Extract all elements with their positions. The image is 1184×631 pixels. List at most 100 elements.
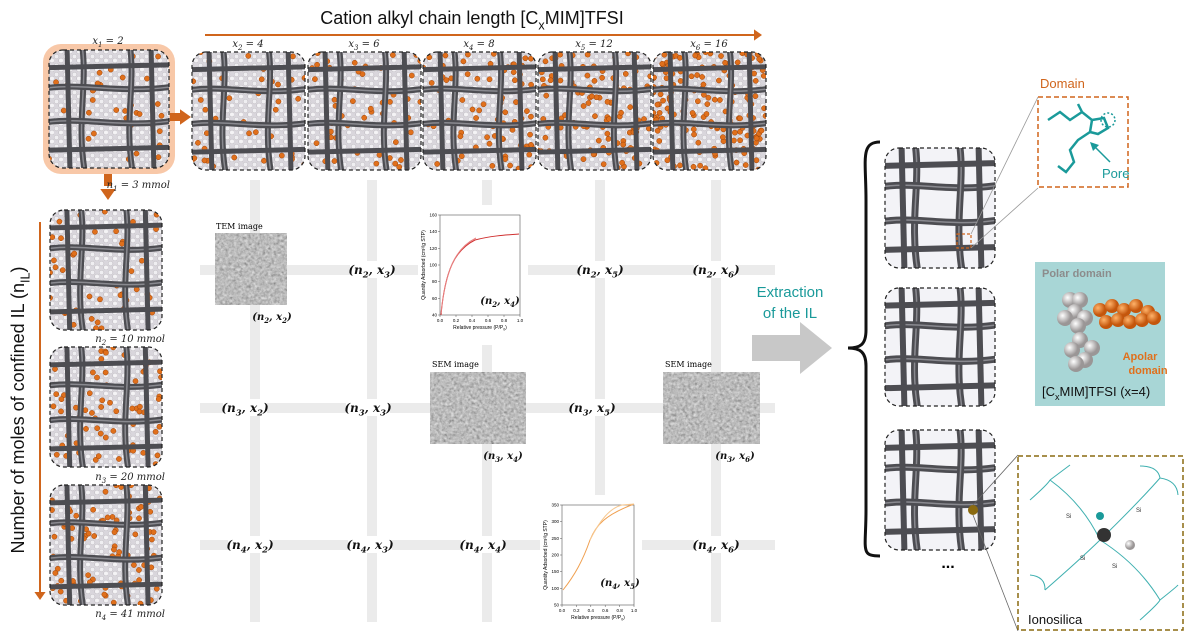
apolar-atom bbox=[1147, 311, 1161, 325]
silica-wall bbox=[648, 67, 771, 70]
text-part: ) bbox=[8, 267, 28, 273]
ion-bead bbox=[154, 586, 159, 591]
ion-bead bbox=[691, 127, 696, 132]
text-part: ) bbox=[749, 451, 755, 462]
text-part: ) bbox=[617, 263, 624, 277]
ion-bead bbox=[89, 410, 94, 415]
image-label: SEM image bbox=[432, 360, 479, 369]
tile-content bbox=[648, 47, 771, 175]
diagram: Cation alkyl chain length [CxMIM]TFSINum… bbox=[0, 0, 1184, 631]
ion-bead bbox=[279, 153, 284, 158]
ion-bead bbox=[114, 107, 119, 112]
ion-bead bbox=[195, 140, 200, 145]
ion-bead bbox=[548, 78, 553, 83]
tick-label: 350 bbox=[551, 503, 559, 508]
tick-label: 50 bbox=[554, 603, 560, 608]
ion-bead bbox=[202, 158, 207, 163]
ion-bead bbox=[512, 78, 517, 83]
silica-wall bbox=[325, 47, 328, 175]
ion-bead bbox=[460, 97, 465, 102]
ion-bead bbox=[751, 71, 756, 76]
ion-bead bbox=[105, 515, 110, 520]
tem-image bbox=[215, 233, 287, 305]
text-part: = 41 mmol bbox=[106, 609, 165, 620]
ion-bead bbox=[116, 456, 121, 461]
ion-bead bbox=[130, 406, 135, 411]
axis-title: Quantity Adsorbed (cm³/g STP) bbox=[543, 520, 549, 590]
material-tile bbox=[880, 143, 1000, 273]
text-part: = 20 mmol bbox=[106, 472, 165, 483]
silica-wall bbox=[979, 283, 982, 411]
text-part: = 10 mmol bbox=[106, 334, 165, 345]
ion-bead bbox=[137, 409, 142, 414]
text-part: , x bbox=[366, 538, 383, 552]
ion-bead bbox=[137, 111, 142, 116]
text-part: (n bbox=[226, 538, 240, 552]
ion-bead bbox=[368, 106, 373, 111]
ion-bead bbox=[589, 94, 594, 99]
text-part: ) bbox=[286, 312, 292, 323]
ion-bead bbox=[198, 97, 203, 102]
apolar-atom bbox=[1111, 313, 1125, 327]
text-part: = 2 bbox=[103, 36, 124, 47]
column-label: x5 = 12 bbox=[575, 39, 613, 52]
ion-bead bbox=[191, 79, 196, 84]
text-part: Relative pressure (P/P bbox=[571, 615, 622, 621]
ion-bead bbox=[83, 426, 88, 431]
atom-label: Si bbox=[1136, 508, 1141, 514]
axis-title: Relative pressure (P/P0) bbox=[453, 325, 507, 332]
silica-wall bbox=[67, 342, 70, 472]
ion-bead bbox=[203, 107, 208, 112]
ion-bead bbox=[156, 155, 161, 160]
ion-bead bbox=[54, 392, 59, 397]
text-part: Cation alkyl chain length [C bbox=[320, 8, 538, 28]
ion-bead bbox=[144, 76, 149, 81]
tile-content bbox=[880, 143, 1000, 273]
ion-bead bbox=[599, 75, 604, 80]
ion-bead bbox=[705, 102, 710, 107]
ion-bead bbox=[592, 78, 597, 83]
ion-bead bbox=[58, 236, 63, 241]
arrow-head bbox=[180, 109, 191, 124]
tile-content bbox=[303, 47, 426, 175]
tick-label: 140 bbox=[429, 229, 437, 234]
text-part: ) bbox=[609, 401, 616, 415]
ion-bead bbox=[481, 102, 486, 107]
text-part: , x bbox=[246, 538, 263, 552]
ion-bead bbox=[111, 547, 116, 552]
text-part: (n bbox=[715, 451, 727, 462]
ion-bead bbox=[53, 265, 58, 270]
silica-wall bbox=[749, 47, 752, 175]
ion-bead bbox=[528, 56, 533, 61]
ion-bead bbox=[97, 70, 102, 75]
silica-wall bbox=[145, 342, 148, 472]
ion-bead bbox=[362, 115, 367, 120]
ion-bead bbox=[605, 99, 610, 104]
ion-bead bbox=[651, 75, 656, 80]
text-part: = 16 bbox=[700, 39, 728, 50]
text-part: ) bbox=[514, 296, 520, 307]
ion-bead bbox=[418, 99, 423, 104]
silica-wall bbox=[67, 45, 70, 173]
ion-bead bbox=[655, 102, 660, 107]
ion-bead bbox=[712, 97, 717, 102]
column-label: x3 = 6 bbox=[348, 39, 380, 52]
ion-bead bbox=[585, 52, 590, 57]
tile-content bbox=[187, 47, 310, 175]
ion-bead bbox=[662, 52, 667, 57]
image-label: TEM image bbox=[216, 222, 263, 231]
ion-bead bbox=[657, 138, 662, 143]
ion-bead bbox=[585, 73, 590, 78]
text-part: = 4 bbox=[243, 39, 264, 50]
plot-bg bbox=[418, 205, 528, 345]
tick-label: 100 bbox=[429, 263, 437, 268]
tick-label: 0.0 bbox=[437, 318, 444, 323]
ion-bead bbox=[153, 429, 158, 434]
ion-bead bbox=[527, 152, 532, 157]
ion-bead bbox=[390, 52, 395, 57]
ion-bead bbox=[606, 136, 611, 141]
ion-bead bbox=[700, 74, 705, 79]
ion-bead bbox=[259, 77, 264, 82]
ion-bead bbox=[91, 131, 96, 136]
ion-bead bbox=[528, 82, 533, 87]
